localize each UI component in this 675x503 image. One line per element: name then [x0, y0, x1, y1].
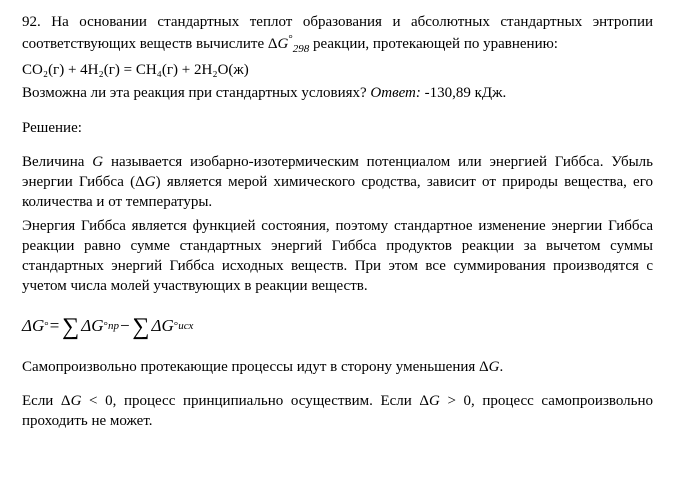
f-delta-3: Δ — [152, 315, 162, 338]
p4-c: < 0, процесс принципиально осуществим. Е… — [81, 393, 429, 409]
answer-value: -130,89 кДж. — [421, 85, 506, 101]
f-g-1: G — [32, 315, 44, 338]
gibbs-formula: ΔG° = ∑ ΔG°пр − ∑ ΔG°исх — [22, 311, 653, 343]
p1-g: G — [92, 154, 103, 170]
p3-text-b: . — [500, 359, 504, 375]
question-line: Возможна ли эта реакция при стандартных … — [22, 83, 653, 103]
p4-d: G — [429, 393, 440, 409]
p1-g2: G — [145, 174, 156, 190]
f-g-2: G — [91, 315, 103, 338]
f-delta-1: Δ — [22, 315, 32, 338]
problem-text-2: реакции, проте­кающей по уравнению: — [309, 36, 558, 52]
paragraph-2: Энергия Гиббса является функцией состоян… — [22, 216, 653, 297]
f-sub-isx: исх — [178, 319, 193, 334]
sigma-1: ∑ — [62, 311, 79, 343]
p3-g: G — [489, 359, 500, 375]
paragraph-1: Величина G называется изобарно-изотермич… — [22, 152, 653, 213]
f-eq: = — [49, 315, 60, 338]
reaction-equation: CO₂(г) + 4H₂(г) = CH₄(г) + 2H₂O(ж) — [22, 60, 653, 80]
sigma-2: ∑ — [132, 311, 149, 343]
p3-text-a: Самопроизвольно протекающие процессы иду… — [22, 359, 489, 375]
p1-text-a: Величина — [22, 154, 92, 170]
paragraph-4: Если ΔG < 0, процесс принципиально осуще… — [22, 391, 653, 432]
question-text: Возможна ли эта реакция при стандартных … — [22, 85, 370, 101]
p4-a: Если Δ — [22, 393, 71, 409]
g-symbol: G — [278, 36, 289, 52]
problem-statement: 92. На основании стандартных теплот обра… — [22, 12, 653, 57]
p4-b: G — [71, 393, 82, 409]
paragraph-3: Самопроизвольно протекающие процессы иду… — [22, 357, 653, 377]
sub-298: 298 — [293, 43, 310, 55]
f-minus: − — [119, 315, 130, 338]
f-delta-2: Δ — [81, 315, 91, 338]
solution-label: Решение: — [22, 118, 653, 138]
f-g-3: G — [162, 315, 174, 338]
f-sub-pr: пр — [108, 319, 119, 334]
answer-label: Ответ: — [370, 85, 420, 101]
